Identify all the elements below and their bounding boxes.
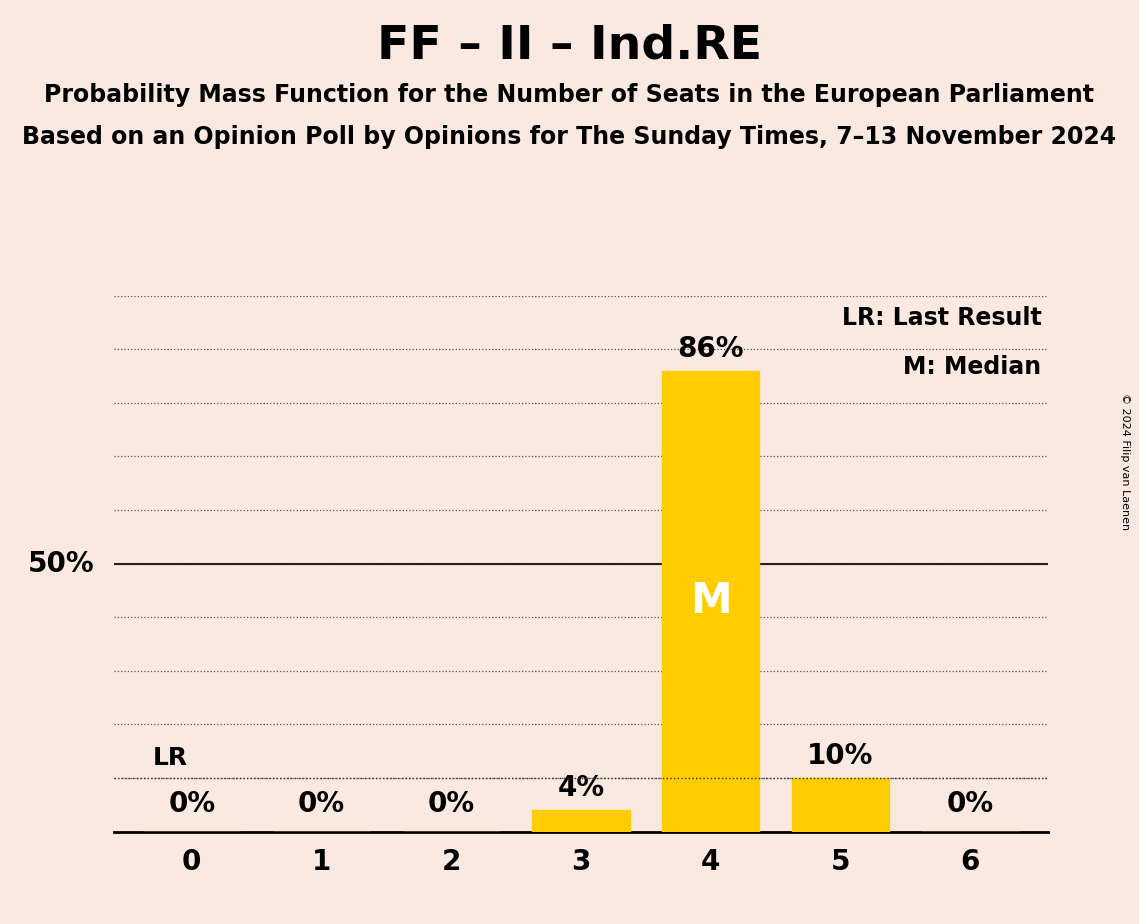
Bar <box>792 778 888 832</box>
Text: Probability Mass Function for the Number of Seats in the European Parliament: Probability Mass Function for the Number… <box>44 83 1095 107</box>
Text: M: Median: M: Median <box>903 355 1041 379</box>
Text: 50%: 50% <box>27 550 95 578</box>
Text: 0%: 0% <box>298 790 345 819</box>
Text: Based on an Opinion Poll by Opinions for The Sunday Times, 7–13 November 2024: Based on an Opinion Poll by Opinions for… <box>23 125 1116 149</box>
Text: 10%: 10% <box>808 742 874 770</box>
Text: M: M <box>690 580 731 622</box>
Text: 86%: 86% <box>678 334 744 363</box>
Bar <box>662 371 760 832</box>
Text: 0%: 0% <box>947 790 993 819</box>
Text: 4%: 4% <box>557 774 605 802</box>
Text: 0%: 0% <box>427 790 475 819</box>
Bar <box>532 810 630 832</box>
Text: FF – II – Ind.RE: FF – II – Ind.RE <box>377 23 762 68</box>
Text: 0%: 0% <box>169 790 215 819</box>
Text: LR: LR <box>153 746 188 770</box>
Text: LR: Last Result: LR: Last Result <box>842 307 1041 331</box>
Text: © 2024 Filip van Laenen: © 2024 Filip van Laenen <box>1120 394 1130 530</box>
